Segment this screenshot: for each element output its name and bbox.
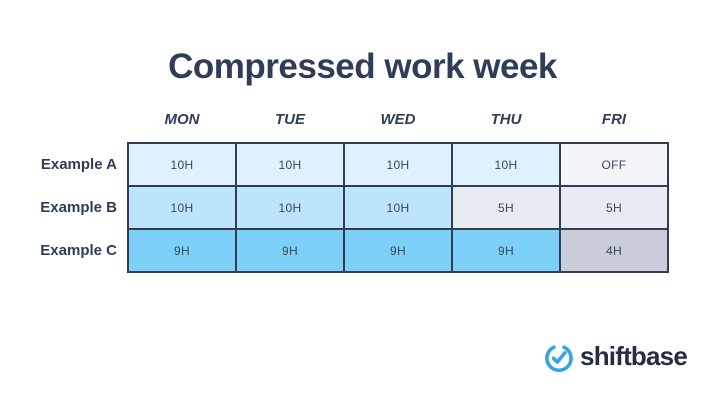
compressed-week-table: MON TUE WED THU FRI Example A 10H 10H 10… <box>30 106 669 273</box>
table-row: Example A 10H 10H 10H 10H OFF <box>30 142 669 187</box>
cell-b-thu: 5H <box>451 185 561 230</box>
logo-wordmark: shiftbase <box>580 341 688 371</box>
cell-b-mon: 10H <box>127 185 237 230</box>
table-row: Example B 10H 10H 10H 5H 5H <box>30 185 669 230</box>
day-header-row: MON TUE WED THU FRI <box>30 106 668 143</box>
row-label-example-b: Example B <box>40 199 117 216</box>
day-header-thu: THU <box>490 111 522 128</box>
cell-c-wed: 9H <box>343 228 453 273</box>
cell-b-wed: 10H <box>343 185 453 230</box>
day-header-mon: MON <box>164 111 200 128</box>
row-label-example-a: Example A <box>40 156 117 173</box>
page-title: Compressed work week <box>168 47 557 86</box>
cell-a-wed: 10H <box>343 142 453 187</box>
cell-b-tue: 10H <box>235 185 345 230</box>
table-row: Example C 9H 9H 9H 9H 4H <box>30 228 669 273</box>
shiftbase-logo: shiftbase <box>545 341 688 372</box>
cell-a-mon: 10H <box>127 142 237 187</box>
cell-b-fri: 5H <box>559 185 669 230</box>
row-label-example-c: Example C <box>40 242 117 259</box>
cell-c-thu: 9H <box>451 228 561 273</box>
schedule-table: MON TUE WED THU FRI Example A 10H 10H 10… <box>30 106 669 273</box>
day-header-tue: TUE <box>275 111 305 128</box>
cell-a-fri: OFF <box>559 142 669 187</box>
day-header-fri: FRI <box>601 111 627 128</box>
cell-c-fri: 4H <box>559 228 669 273</box>
cell-a-tue: 10H <box>235 142 345 187</box>
day-header-wed: WED <box>380 111 416 128</box>
check-circle-icon <box>545 344 573 372</box>
cell-a-thu: 10H <box>451 142 561 187</box>
cell-c-mon: 9H <box>127 228 237 273</box>
corner-spacer <box>30 106 128 143</box>
cell-c-tue: 9H <box>235 228 345 273</box>
